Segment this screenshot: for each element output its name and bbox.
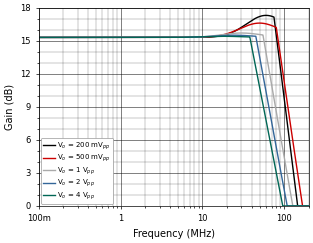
V$_o$ = 2 V$_{pp}$ <box>232 34 235 37</box>
Line: V$_o$ = 200 mV$_{pp}$: V$_o$ = 200 mV$_{pp}$ <box>39 15 309 206</box>
V$_o$ = 200 mV$_{pp}$ <box>302 205 305 208</box>
V$_o$ = 1 V$_{pp}$ <box>141 36 144 39</box>
V$_o$ = 500 mV$_{pp}$ <box>302 205 305 208</box>
X-axis label: Frequency (MHz): Frequency (MHz) <box>133 229 215 239</box>
V$_o$ = 4 V$_{pp}$ <box>273 162 276 165</box>
V$_o$ = 500 mV$_{pp}$ <box>273 25 276 28</box>
V$_o$ = 2 V$_{pp}$ <box>285 205 289 208</box>
V$_o$ = 4 V$_{pp}$ <box>307 205 311 208</box>
V$_o$ = 1 V$_{pp}$ <box>291 205 295 208</box>
V$_o$ = 4 V$_{pp}$ <box>152 36 156 39</box>
Y-axis label: Gain (dB): Gain (dB) <box>4 84 14 130</box>
V$_o$ = 200 mV$_{pp}$ <box>84 36 87 39</box>
V$_o$ = 4 V$_{pp}$ <box>221 35 225 38</box>
V$_o$ = 200 mV$_{pp}$ <box>141 36 144 39</box>
V$_o$ = 2 V$_{pp}$ <box>307 205 311 208</box>
Line: V$_o$ = 1 V$_{pp}$: V$_o$ = 1 V$_{pp}$ <box>39 33 309 206</box>
V$_o$ = 1 V$_{pp}$ <box>307 205 311 208</box>
V$_o$ = 1 V$_{pp}$ <box>273 100 276 103</box>
V$_o$ = 1 V$_{pp}$ <box>37 36 41 39</box>
V$_o$ = 1 V$_{pp}$ <box>152 36 156 39</box>
V$_o$ = 1 V$_{pp}$ <box>68 36 71 39</box>
V$_o$ = 200 mV$_{pp}$ <box>296 205 300 208</box>
V$_o$ = 200 mV$_{pp}$ <box>264 14 268 17</box>
V$_o$ = 4 V$_{pp}$ <box>84 36 87 39</box>
V$_o$ = 2 V$_{pp}$ <box>84 36 87 39</box>
V$_o$ = 500 mV$_{pp}$ <box>68 36 71 39</box>
V$_o$ = 1 V$_{pp}$ <box>239 32 243 35</box>
Line: V$_o$ = 2 V$_{pp}$: V$_o$ = 2 V$_{pp}$ <box>39 35 309 206</box>
V$_o$ = 200 mV$_{pp}$ <box>37 36 41 39</box>
V$_o$ = 2 V$_{pp}$ <box>141 36 144 39</box>
V$_o$ = 2 V$_{pp}$ <box>302 205 305 208</box>
V$_o$ = 500 mV$_{pp}$ <box>84 36 87 39</box>
V$_o$ = 500 mV$_{pp}$ <box>301 205 305 208</box>
V$_o$ = 4 V$_{pp}$ <box>141 36 144 39</box>
V$_o$ = 2 V$_{pp}$ <box>37 36 41 39</box>
V$_o$ = 2 V$_{pp}$ <box>152 36 156 39</box>
V$_o$ = 500 mV$_{pp}$ <box>37 36 41 39</box>
V$_o$ = 2 V$_{pp}$ <box>68 36 71 39</box>
V$_o$ = 4 V$_{pp}$ <box>281 205 285 208</box>
V$_o$ = 200 mV$_{pp}$ <box>68 36 71 39</box>
V$_o$ = 1 V$_{pp}$ <box>84 36 87 39</box>
V$_o$ = 2 V$_{pp}$ <box>273 136 276 139</box>
V$_o$ = 200 mV$_{pp}$ <box>307 205 311 208</box>
V$_o$ = 200 mV$_{pp}$ <box>273 20 276 23</box>
Legend: V$_o$ = 200 mV$_{pp}$, V$_o$ = 500 mV$_{pp}$, V$_o$ = 1 V$_{pp}$, V$_o$ = 2 V$_{: V$_o$ = 200 mV$_{pp}$, V$_o$ = 500 mV$_{… <box>41 138 113 204</box>
Line: V$_o$ = 4 V$_{pp}$: V$_o$ = 4 V$_{pp}$ <box>39 36 309 206</box>
V$_o$ = 500 mV$_{pp}$ <box>141 36 144 39</box>
Line: V$_o$ = 500 mV$_{pp}$: V$_o$ = 500 mV$_{pp}$ <box>39 23 309 206</box>
V$_o$ = 500 mV$_{pp}$ <box>307 205 311 208</box>
V$_o$ = 200 mV$_{pp}$ <box>152 36 156 39</box>
V$_o$ = 4 V$_{pp}$ <box>37 36 41 39</box>
V$_o$ = 4 V$_{pp}$ <box>68 36 71 39</box>
V$_o$ = 500 mV$_{pp}$ <box>152 36 156 39</box>
V$_o$ = 4 V$_{pp}$ <box>302 205 305 208</box>
V$_o$ = 500 mV$_{pp}$ <box>258 22 261 25</box>
V$_o$ = 1 V$_{pp}$ <box>302 205 305 208</box>
